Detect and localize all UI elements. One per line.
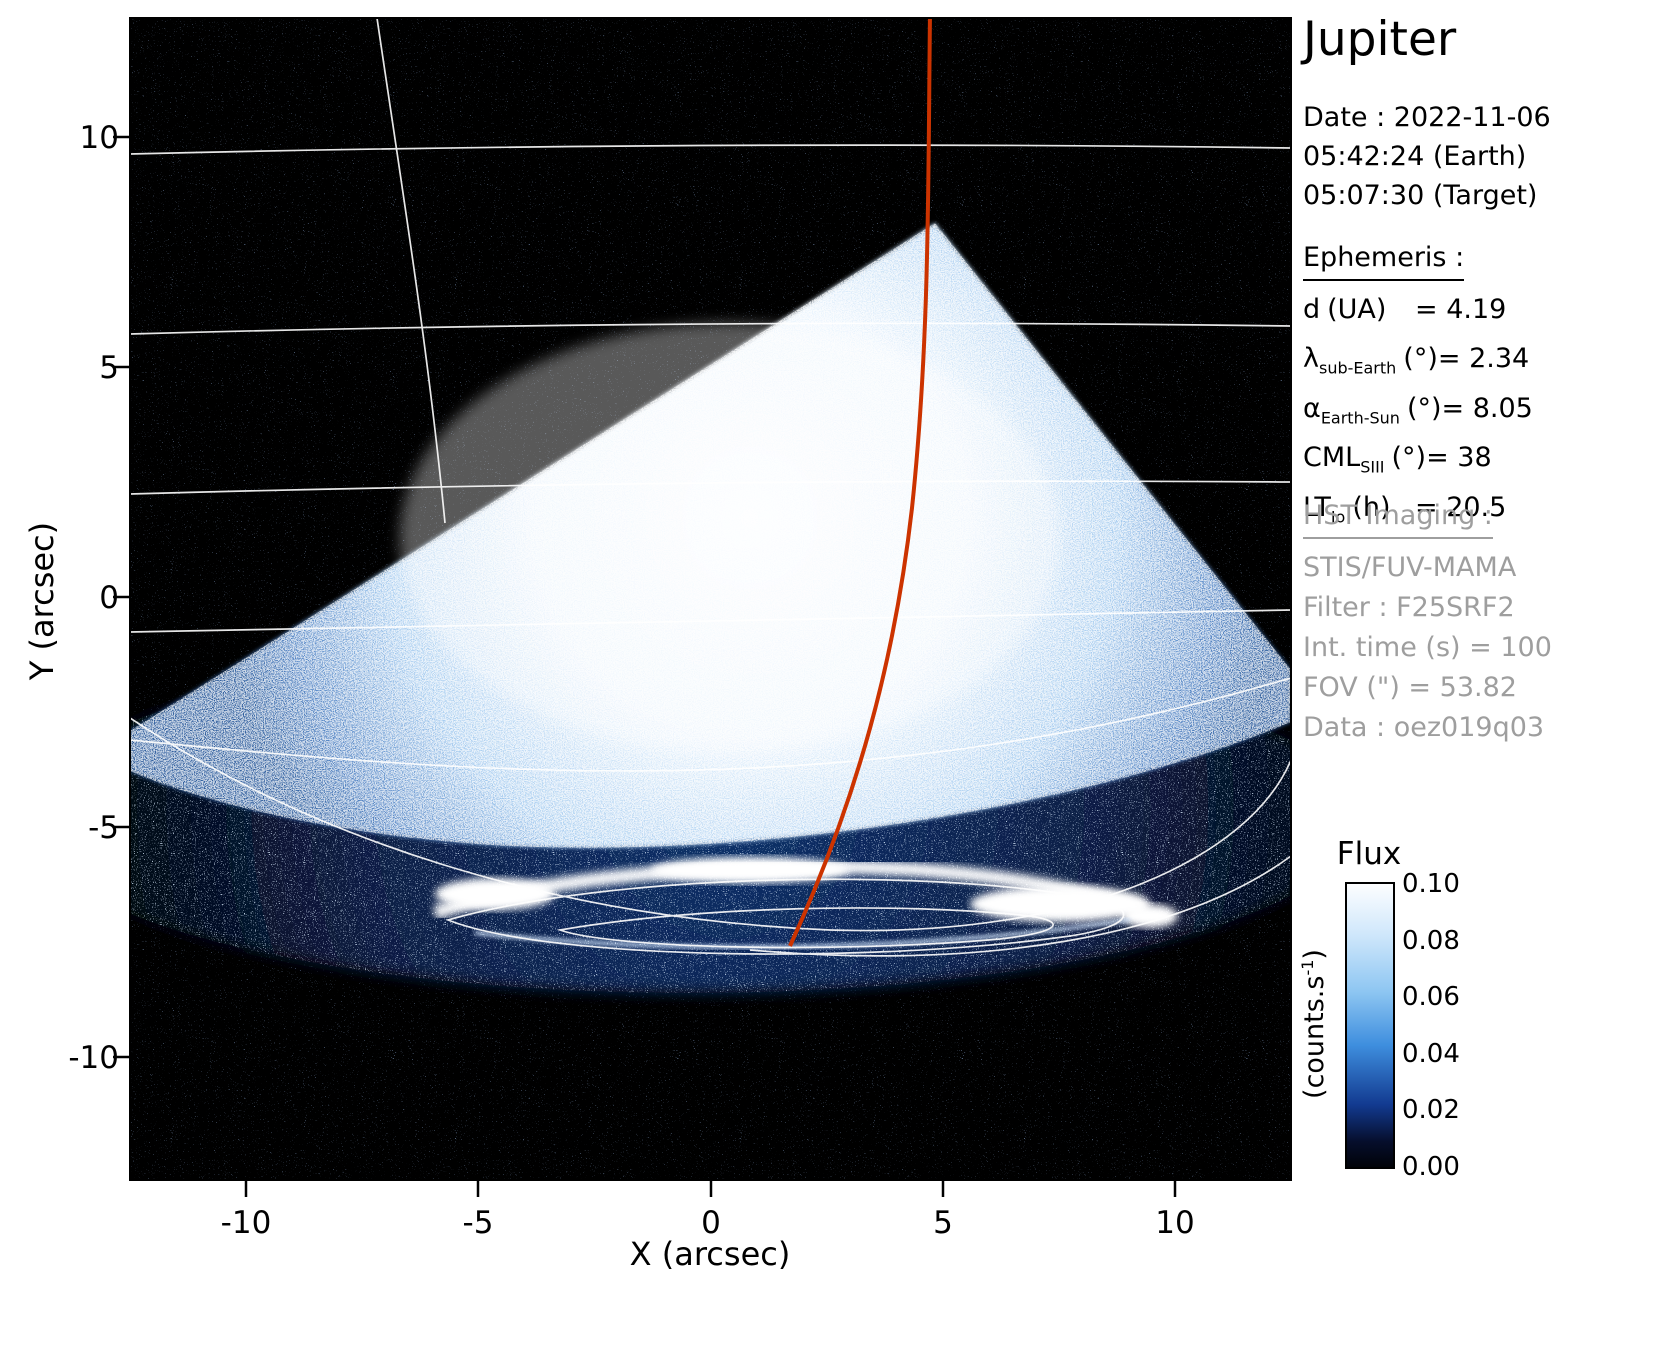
eph-value: = 20.5 [1415, 491, 1507, 523]
hst-instrument-line: STIS/FUV-MAMA [1303, 552, 1517, 583]
ephemeris-row-lambda: λsub-Earth (°) = 2.34 [1303, 339, 1533, 388]
colorbar-tick-006: 0.06 [1402, 982, 1460, 1012]
colorbar-tick-008: 0.08 [1402, 926, 1460, 956]
eph-subscript: sub-Earth [1318, 358, 1397, 378]
page-title: Jupiter [1303, 12, 1457, 67]
y-axis-label: Y (arcsec) [23, 521, 61, 681]
hst-dataset-line: Data : oez019q03 [1303, 712, 1545, 743]
y-tick: 0 [99, 580, 119, 616]
x-axis-label: X (arcsec) [630, 1235, 791, 1273]
ephemeris-block: Ephemeris : d (UA) = 4.19 λsub-Earth (°) =… [1303, 238, 1533, 537]
ephemeris-row-lt: LTIo (h) = 20.5 [1303, 488, 1533, 537]
eph-subscript: SIII [1360, 457, 1385, 477]
eph-unit: (UA) [1327, 294, 1387, 325]
hst-fov-line: FOV (") = 53.82 [1303, 672, 1517, 703]
date-line: Date : 2022-11-06 [1303, 102, 1551, 133]
colorbar-tick-000: 0.00 [1402, 1152, 1460, 1182]
y-tick: -10 [68, 1040, 119, 1076]
y-tick: 5 [99, 350, 119, 386]
hst-imaging-block: HST Imaging : STIS/FUV-MAMA Filter : F25… [1303, 496, 1552, 748]
eph-value: = 38 [1426, 442, 1492, 474]
eph-symbol: CML [1303, 442, 1361, 474]
eph-value: = 2.34 [1437, 343, 1530, 375]
eph-subscript: Earth-Sun [1320, 408, 1400, 428]
auroral-emission [432, 857, 1178, 949]
eph-unit: (°) [1406, 392, 1442, 424]
target-time-line: 05:07:30 (Target) [1303, 180, 1538, 211]
earth-time-line: 05:42:24 (Earth) [1303, 141, 1527, 172]
eph-unit: (°) [1391, 442, 1427, 474]
x-tick: -10 [221, 1205, 272, 1241]
colorbar-tick-004: 0.04 [1402, 1039, 1460, 1069]
eph-symbol: λ [1303, 343, 1319, 375]
colorbar-unit-suffix: ) [1299, 949, 1330, 960]
ephemeris-row-distance: d (UA) = 4.19 [1303, 290, 1533, 339]
wedge-bright-core [400, 323, 1060, 753]
x-tick-labels: -10 -5 0 5 10 [221, 1205, 1195, 1241]
datetime-block: Date : 2022-11-06 05:42:24 (Earth) 05:07… [1303, 98, 1551, 215]
colorbar-title: Flux [1336, 836, 1402, 872]
colorbar-gradient [1345, 882, 1395, 1169]
x-tick: 10 [1155, 1205, 1194, 1241]
hst-header: HST Imaging : [1303, 496, 1493, 539]
colorbar-tick-002: 0.02 [1402, 1095, 1460, 1125]
ephemeris-header: Ephemeris : [1303, 238, 1465, 281]
eph-symbol: LT [1303, 491, 1331, 523]
colorbar-tick-010: 0.10 [1402, 869, 1460, 899]
axis-ticks [113, 135, 1177, 1197]
eph-symbol: d [1303, 294, 1321, 325]
colorbar-unit-sup: -1 [1298, 959, 1317, 976]
planet-graticule [130, 18, 1291, 957]
y-tick: -5 [88, 810, 119, 846]
eph-value: = 4.19 [1415, 294, 1507, 325]
plot-area [130, 18, 1291, 1180]
hst-filter-line: Filter : F25SRF2 [1303, 592, 1515, 623]
eph-unit: (h) [1352, 491, 1391, 523]
colorbar-unit-label: (counts.s-1) [1298, 874, 1330, 1174]
central-meridian-line [788, 18, 932, 947]
y-tick-labels: 10 5 0 -5 -10 [68, 120, 119, 1076]
eph-unit: (°) [1403, 343, 1438, 375]
colorbar-unit-prefix: (counts.s [1299, 975, 1330, 1099]
ephemeris-row-alpha: αEarth-Sun (°) = 8.05 [1303, 389, 1533, 438]
y-tick: 10 [80, 120, 119, 156]
eph-subscript: Io [1330, 506, 1346, 526]
eph-symbol: α [1303, 392, 1321, 424]
x-tick: -5 [463, 1205, 494, 1241]
ephemeris-row-cml: CMLSIII (°) = 38 [1303, 438, 1533, 487]
eph-value: = 8.05 [1441, 392, 1533, 424]
x-tick: 5 [933, 1205, 953, 1241]
hst-inttime-line: Int. time (s) = 100 [1303, 632, 1552, 663]
x-tick: 0 [701, 1205, 721, 1241]
